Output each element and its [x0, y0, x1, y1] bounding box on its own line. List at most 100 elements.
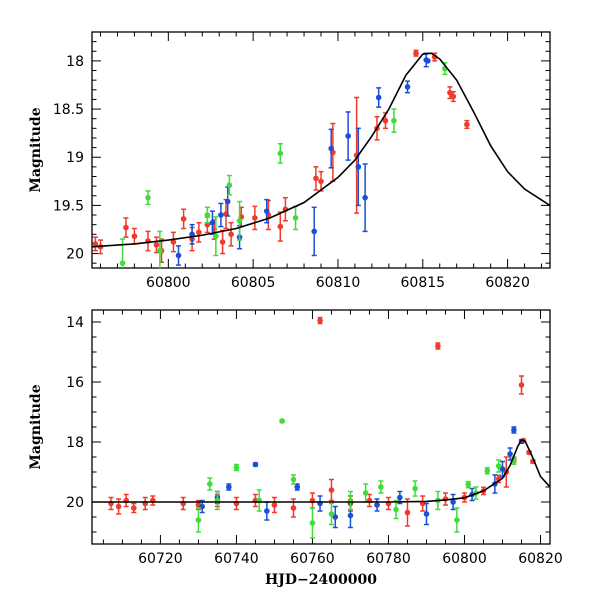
data-point — [189, 231, 195, 238]
data-point — [180, 216, 187, 222]
data-point — [224, 198, 231, 205]
data-point — [277, 150, 284, 157]
x-tick-label: 60800 — [146, 275, 191, 291]
data-point — [375, 94, 382, 101]
data-point — [378, 484, 384, 490]
data-point — [271, 502, 278, 508]
data-point — [252, 215, 258, 221]
data-point — [92, 241, 99, 247]
data-point — [450, 93, 457, 100]
x-tick-label: 60780 — [366, 551, 411, 567]
y-tick-label: 18.5 — [53, 102, 84, 118]
data-point — [226, 182, 233, 188]
y-tick-label: 16 — [66, 375, 84, 391]
data-point — [464, 121, 470, 128]
data-point — [318, 178, 324, 185]
data-point — [233, 464, 240, 471]
data-point — [397, 494, 403, 501]
data-point — [332, 514, 339, 520]
data-point — [309, 520, 316, 526]
data-point — [292, 215, 299, 221]
data-series — [195, 418, 517, 539]
data-point — [219, 239, 226, 245]
data-point — [196, 229, 202, 236]
data-point — [145, 194, 151, 201]
data-point — [207, 481, 213, 487]
y-tick-label: 20 — [66, 495, 84, 511]
data-point — [412, 485, 418, 492]
model-curve — [92, 52, 550, 248]
y-tick-label: 20 — [66, 247, 84, 263]
plot-frame — [91, 309, 551, 545]
data-point — [454, 517, 460, 523]
data-point — [435, 343, 441, 349]
data-point — [264, 508, 270, 514]
data-point — [294, 484, 301, 490]
data-point — [157, 247, 163, 254]
data-point — [374, 502, 380, 508]
data-point — [213, 233, 219, 240]
data-point — [423, 57, 429, 63]
data-point — [175, 252, 182, 259]
data-point — [495, 463, 502, 469]
x-tick-label: 60720 — [138, 551, 183, 567]
data-point — [228, 231, 234, 238]
data-point — [218, 212, 224, 218]
data-point — [423, 511, 430, 517]
plot-frame — [91, 31, 551, 269]
model-curve — [92, 438, 550, 503]
data-point — [279, 418, 285, 424]
data-point — [263, 208, 270, 214]
data-point — [347, 512, 354, 519]
x-tick-label: 60805 — [231, 275, 276, 291]
data-series — [199, 426, 525, 529]
light-curve-full-panel: 60720 60740 60760 60780 60800 60820 14 16 18 20 Ma… — [28, 309, 563, 588]
data-point — [484, 468, 491, 474]
data-point — [511, 427, 517, 433]
data-point — [236, 218, 243, 224]
x-tick-label: 60800 — [442, 551, 487, 567]
data-point — [328, 511, 335, 517]
data-point — [290, 505, 297, 511]
data-series — [119, 62, 448, 268]
data-point — [290, 476, 297, 483]
x-tick-label: 60820 — [485, 275, 530, 291]
data-point — [391, 117, 397, 124]
data-point — [393, 506, 399, 513]
data-point — [153, 242, 160, 248]
data-point — [123, 224, 129, 231]
y-tick-label: 18 — [66, 435, 84, 451]
data-series — [92, 49, 470, 263]
data-point — [209, 219, 216, 226]
data-point — [345, 133, 351, 139]
data-point — [382, 117, 389, 124]
data-point — [311, 228, 318, 235]
data-point — [119, 260, 126, 266]
data-point — [317, 317, 323, 324]
data-point — [362, 194, 368, 201]
data-point — [413, 50, 419, 56]
data-point — [362, 490, 369, 496]
data-point — [404, 509, 411, 516]
data-point — [170, 239, 177, 245]
y-tick-label: 18 — [66, 54, 84, 70]
y-axis-label: Magnitude — [28, 107, 44, 192]
data-point — [328, 145, 334, 152]
x-tick-label: 60815 — [401, 275, 446, 291]
light-curve-zoom-panel: 60800 60805 60810 60815 60820 18 18.5 19 19.5 20 M… — [28, 31, 551, 291]
x-tick-label: 60820 — [518, 551, 563, 567]
data-point — [277, 223, 284, 230]
tick-marks — [92, 31, 550, 268]
data-point — [252, 461, 259, 468]
plot-area — [92, 316, 550, 539]
data-point — [404, 84, 411, 90]
x-tick-label: 60810 — [316, 275, 361, 291]
data-point — [131, 233, 138, 240]
data-point — [226, 484, 232, 490]
y-tick-label: 14 — [66, 315, 84, 331]
y-tick-label: 19.5 — [53, 198, 84, 214]
x-axis-label: HJD−2400000 — [265, 572, 377, 588]
data-point — [313, 175, 319, 182]
data-point — [328, 487, 335, 493]
